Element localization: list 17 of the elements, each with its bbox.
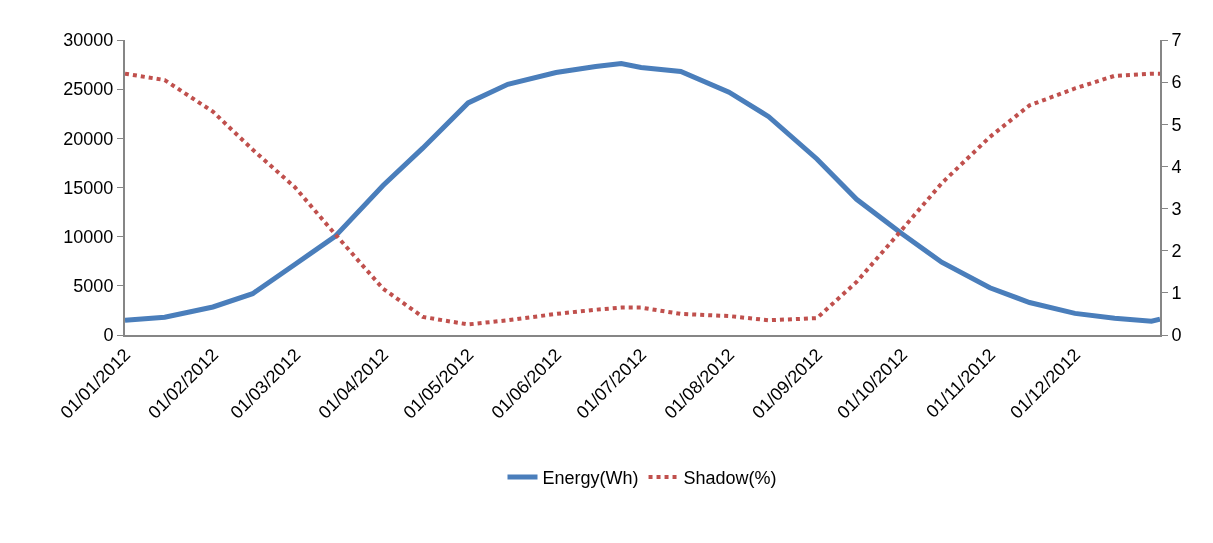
y2-tick-label: 5 (1171, 114, 1182, 135)
y-tick-label: 5000 (73, 276, 114, 297)
y2-tick-label: 4 (1171, 156, 1182, 177)
y2-tick-label: 6 (1171, 72, 1182, 93)
y2-tick-label: 3 (1171, 198, 1182, 219)
y2-tick-label: 7 (1171, 30, 1182, 51)
y2-tick-label: 2 (1171, 241, 1182, 262)
y-tick-label: 0 (103, 325, 114, 346)
y-tick-label: 30000 (63, 30, 114, 51)
y-tick-label: 10000 (63, 226, 114, 247)
legend-label: Energy(Wh) (542, 468, 639, 489)
y-tick-label: 25000 (63, 79, 114, 100)
y-tick-label: 20000 (63, 128, 114, 149)
y-tick-label: 15000 (63, 177, 114, 198)
y2-tick-label: 0 (1171, 325, 1182, 346)
legend-label: Shadow(%) (683, 468, 777, 489)
y2-tick-label: 1 (1171, 283, 1182, 304)
